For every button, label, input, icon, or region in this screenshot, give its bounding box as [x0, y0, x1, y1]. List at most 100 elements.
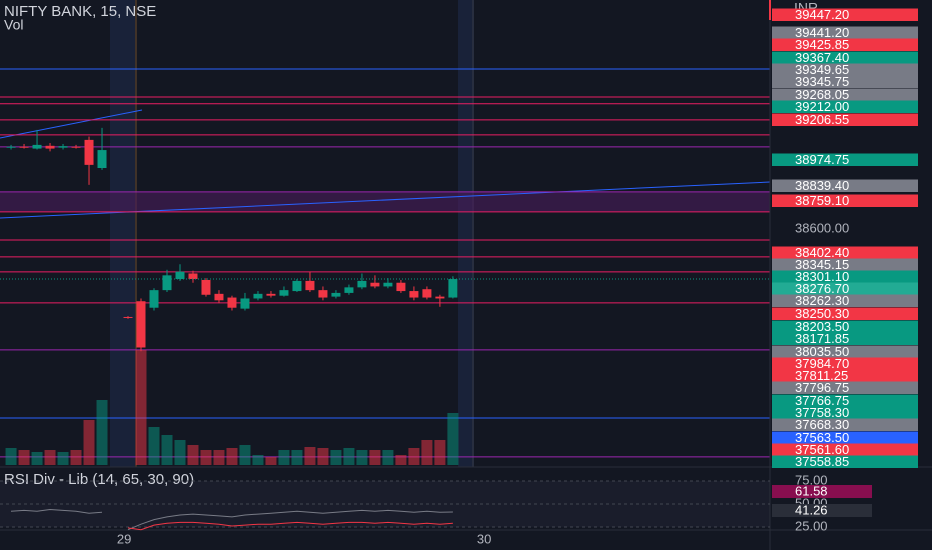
- rsi-tick-label: 75.00: [795, 472, 828, 487]
- volume-bar: [213, 450, 225, 465]
- price-label: 39345.75: [795, 74, 849, 89]
- volume-bar: [44, 450, 56, 465]
- price-label-box: [772, 455, 918, 468]
- price-label: 37563.50: [795, 430, 849, 445]
- price-label-box: [772, 381, 918, 394]
- candle-body: [162, 275, 172, 291]
- price-label-box: [772, 345, 918, 358]
- price-label: 37766.75: [795, 393, 849, 408]
- price-label-box: [772, 270, 918, 283]
- volume-bar: [96, 400, 108, 465]
- price-label: 38974.75: [795, 152, 849, 167]
- candle-body: [422, 289, 432, 298]
- zone: [0, 192, 770, 212]
- candle-body: [175, 271, 185, 280]
- rsi-tick-label: 25.00: [795, 518, 828, 533]
- volume-title: Vol: [4, 17, 23, 33]
- price-label-box: [772, 443, 918, 456]
- candle-body: [448, 279, 458, 298]
- volume-bar: [447, 413, 459, 465]
- candle-body: [58, 146, 68, 148]
- volume-bar: [70, 450, 82, 465]
- volume-bar: [278, 450, 290, 465]
- volume-bar: [18, 450, 30, 465]
- candle-body: [149, 290, 159, 308]
- volume-bar: [57, 452, 69, 465]
- rsi-line: [127, 521, 453, 531]
- candle-body: [383, 282, 393, 287]
- candle-body: [396, 282, 406, 292]
- candle-body: [227, 297, 237, 308]
- rsi-label-box: [772, 485, 872, 498]
- session-highlight: [110, 0, 135, 530]
- price-label-box: [772, 282, 918, 295]
- price-label-box: [772, 320, 918, 333]
- price-label: 37668.30: [795, 417, 849, 432]
- price-label: 38345.15: [795, 257, 849, 272]
- candle-body: [45, 145, 55, 149]
- volume-bar: [343, 448, 355, 465]
- candle-body: [266, 293, 276, 296]
- volume-bar: [252, 455, 264, 465]
- price-label: 38171.85: [795, 331, 849, 346]
- candle-body: [71, 146, 81, 148]
- price-label-box: [772, 100, 918, 113]
- price-label-box: [772, 113, 918, 126]
- volume-bar: [408, 448, 420, 465]
- candle-body: [318, 290, 328, 298]
- price-label-box: [772, 194, 918, 207]
- candle-body: [409, 291, 419, 298]
- volume-bar: [304, 447, 316, 465]
- candle-body: [97, 150, 107, 169]
- price-label-box: [772, 8, 918, 21]
- y-tick-label: 38600.00: [795, 221, 849, 236]
- price-label-box: [772, 179, 918, 192]
- volume-bar: [200, 450, 212, 465]
- price-label: 38203.50: [795, 319, 849, 334]
- price-label-box: [772, 431, 918, 444]
- price-label-box: [772, 394, 918, 407]
- volume-bar: [369, 450, 381, 465]
- price-label: 39425.85: [795, 37, 849, 52]
- candle-body: [123, 316, 133, 318]
- price-label-box: [772, 357, 918, 370]
- volume-bar: [421, 440, 433, 465]
- price-label-box: [772, 51, 918, 64]
- price-label-box: [772, 258, 918, 271]
- price-label: 39367.40: [795, 50, 849, 65]
- volume-bar: [382, 450, 394, 465]
- volume-bar: [161, 435, 173, 465]
- trend-line: [0, 109, 143, 139]
- price-label: 38250.30: [795, 306, 849, 321]
- rsi-label: 61.58: [795, 483, 828, 498]
- price-label: 38262.30: [795, 293, 849, 308]
- price-label-box: [772, 153, 918, 166]
- candle-body: [201, 279, 211, 295]
- candle-body: [253, 293, 263, 299]
- price-label: 38035.50: [795, 344, 849, 359]
- candle-body: [331, 292, 341, 297]
- volume-bar: [356, 450, 368, 465]
- x-tick-label: 29: [117, 531, 131, 546]
- rsi-line: [10, 508, 453, 531]
- price-label: 38839.40: [795, 178, 849, 193]
- volume-bar: [434, 440, 446, 465]
- candle-body: [214, 293, 224, 301]
- price-label: 37811.25: [795, 368, 848, 383]
- candle-body: [344, 287, 354, 293]
- volume-bar: [395, 455, 407, 465]
- price-label-box: [772, 307, 918, 320]
- volume-bar: [330, 450, 342, 465]
- price-label: 37561.60: [795, 442, 849, 457]
- volume-bar: [148, 427, 160, 465]
- candle-body: [279, 290, 289, 296]
- price-label-box: [772, 406, 918, 419]
- price-label: 39349.65: [795, 62, 849, 77]
- candle-body: [188, 273, 198, 280]
- candle-body: [32, 144, 42, 149]
- price-label: 37796.75: [795, 380, 849, 395]
- candle-body: [136, 301, 146, 348]
- volume-bar: [31, 452, 43, 465]
- chart-title: NIFTY BANK, 15, NSE: [4, 3, 156, 20]
- price-label-box: [772, 63, 918, 76]
